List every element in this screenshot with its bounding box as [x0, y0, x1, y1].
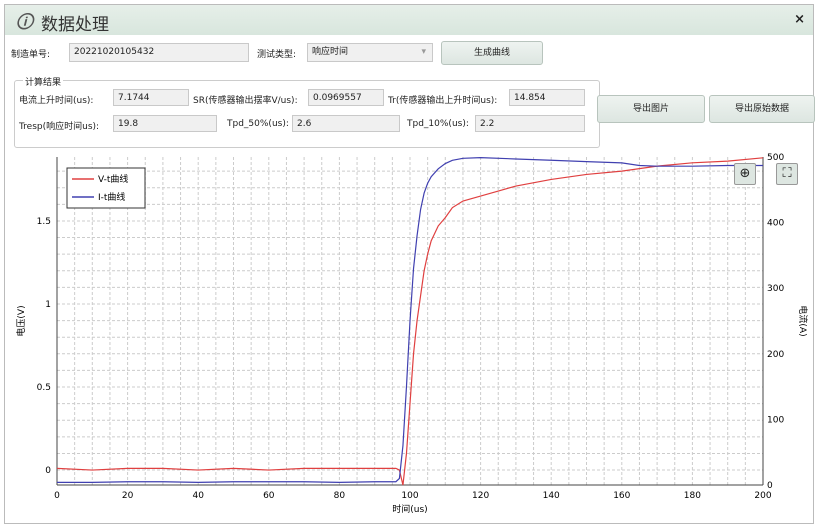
result-label: Tr(传感器输出上升时间us):: [388, 96, 498, 106]
title-bar: 🛈 数据处理 ×: [5, 5, 813, 35]
test-type-value: 响应时间: [312, 47, 349, 57]
y2-tick-label: 200: [767, 350, 784, 360]
y2-tick-label: 100: [767, 415, 784, 425]
result-value: 7.1744: [113, 89, 189, 106]
export-image-button[interactable]: 导出图片: [597, 95, 705, 123]
order-input[interactable]: 20221020105432: [69, 43, 249, 62]
y2-tick-label: 400: [767, 219, 784, 229]
test-type-label: 测试类型:: [257, 50, 297, 60]
x-axis-label: 时间(us): [392, 503, 427, 515]
result-value: 0.0969557: [308, 89, 384, 106]
series-line-i: [57, 157, 763, 483]
y2-tick-label: 0: [767, 481, 773, 491]
order-label: 制造单号:: [11, 50, 51, 60]
zoom-in-icon[interactable]: ⊕: [734, 163, 756, 185]
x-tick-label: 60: [263, 491, 275, 501]
result-value: 14.854: [509, 89, 585, 106]
x-tick-label: 20: [122, 491, 134, 501]
x-tick-label: 200: [754, 491, 771, 501]
export-raw-data-button[interactable]: 导出原始数据: [709, 95, 815, 123]
y2-tick-label: 300: [767, 284, 784, 294]
series-line-v: [56, 157, 764, 486]
result-value: 2.6: [292, 115, 400, 132]
fullscreen-icon[interactable]: ⛶: [776, 163, 798, 185]
result-label: Tpd_50%(us):: [227, 119, 289, 129]
legend-label: I-t曲线: [98, 191, 125, 203]
result-value: 2.2: [475, 115, 585, 132]
x-tick-label: 140: [543, 491, 560, 501]
legend-label: V-t曲线: [98, 173, 128, 185]
x-tick-label: 80: [334, 491, 346, 501]
legend-box: [66, 167, 146, 209]
app-logo-icon: 🛈: [15, 12, 34, 33]
results-group-title: 计算结果: [23, 75, 64, 88]
y2-axis-label: 电流(A): [797, 305, 809, 336]
x-tick-label: 0: [54, 491, 60, 501]
window-title: 数据处理: [41, 15, 109, 35]
result-value: 19.8: [113, 115, 217, 132]
test-type-select[interactable]: 响应时间 ▾: [307, 43, 433, 62]
y-tick-label: 0: [45, 466, 51, 476]
generate-curve-button[interactable]: 生成曲线: [441, 41, 543, 65]
y-tick-label: 0.5: [37, 383, 51, 393]
x-tick-label: 160: [613, 491, 630, 501]
chevron-down-icon: ▾: [421, 47, 426, 57]
x-tick-label: 100: [401, 491, 418, 501]
y-tick-label: 1: [45, 300, 51, 310]
result-label: Tresp(响应时间us):: [19, 122, 100, 132]
x-tick-label: 120: [472, 491, 489, 501]
close-button[interactable]: ×: [794, 12, 805, 27]
x-tick-label: 180: [684, 491, 701, 501]
result-label: SR(传感器输出摆率V/us):: [193, 96, 298, 106]
result-label: 电流上升时间(us):: [19, 96, 94, 106]
y2-tick-label: 500: [767, 153, 784, 163]
result-label: Tpd_10%(us):: [407, 119, 469, 129]
y-tick-label: 1.5: [37, 217, 51, 227]
x-tick-label: 40: [192, 491, 204, 501]
y-axis-label: 电压(V): [15, 305, 27, 336]
